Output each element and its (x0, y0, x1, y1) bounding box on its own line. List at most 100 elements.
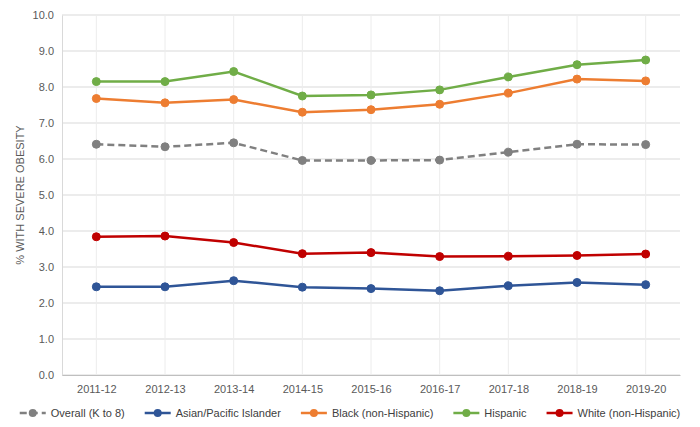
legend-marker (556, 409, 564, 417)
x-tick: 2018-19 (557, 375, 597, 395)
series-marker (92, 95, 100, 103)
y-axis: 0.0 1.0 2.0 3.0 4.0 5.0 6.0 7.0 8.0 9.0 10.0 (33, 9, 63, 381)
x-axis: 2011-12 2012-13 2013-14 2014-15 2015-16 2016-… (63, 375, 681, 395)
y-tick: 2.0 (39, 297, 62, 309)
series-marker (298, 92, 306, 100)
series-marker (436, 86, 444, 94)
x-tick-label: 2012-13 (145, 383, 185, 395)
series-marker (367, 156, 375, 164)
y-tick: 1.0 (39, 333, 62, 345)
x-tick-label: 2017-18 (489, 383, 529, 395)
legend-label: Asian/Pacific Islander (176, 407, 281, 419)
grid (62, 15, 680, 375)
series-marker (642, 141, 650, 149)
series-marker (230, 139, 238, 147)
x-tick-label: 2015-16 (351, 383, 391, 395)
y-tick: 7.0 (39, 117, 62, 129)
series-marker (298, 250, 306, 258)
y-tick: 5.0 (39, 189, 62, 201)
y-tick-label: 6.0 (39, 153, 54, 165)
series-marker (436, 156, 444, 164)
series-marker (642, 56, 650, 64)
x-tick: 2012-13 (145, 375, 185, 395)
y-tick: 10.0 (33, 9, 62, 21)
series-marker (230, 277, 238, 285)
y-tick: 4.0 (39, 225, 62, 237)
series-marker (161, 143, 169, 151)
y-tick-label: 8.0 (39, 81, 54, 93)
x-tick-label: 2018-19 (557, 383, 597, 395)
series-marker (642, 250, 650, 258)
series-marker (642, 77, 650, 85)
x-tick: 2016-17 (420, 375, 460, 395)
y-tick-label: 3.0 (39, 261, 54, 273)
y-tick: 0.0 (39, 369, 62, 381)
y-tick-label: 4.0 (39, 225, 54, 237)
series-marker (436, 100, 444, 108)
y-tick-label: 10.0 (33, 9, 54, 21)
series-marker (573, 278, 581, 286)
series-marker (573, 61, 581, 69)
x-tick: 2015-16 (351, 375, 391, 395)
y-tick: 9.0 (39, 45, 62, 57)
series-marker (230, 68, 238, 76)
y-tick-label: 0.0 (39, 369, 54, 381)
plot-area (92, 56, 649, 295)
series-marker (436, 253, 444, 261)
series-marker (298, 108, 306, 116)
series-marker (642, 281, 650, 289)
series-marker (436, 287, 444, 295)
series-marker (161, 283, 169, 291)
series-marker (298, 156, 306, 164)
legend-marker (310, 409, 318, 417)
x-axis-line (63, 375, 681, 376)
series-marker (92, 78, 100, 86)
grid-line-x (302, 15, 303, 375)
legend-item: White (non-Hispanic) (547, 407, 681, 419)
grid-line-x (508, 15, 509, 375)
series-marker (367, 249, 375, 257)
legend-item: Hispanic (453, 407, 527, 419)
series-marker (573, 75, 581, 83)
y-tick: 3.0 (39, 261, 62, 273)
y-tick-label: 9.0 (39, 45, 54, 57)
series-marker (504, 282, 512, 290)
series-marker (161, 232, 169, 240)
grid-line-x (645, 15, 646, 375)
x-tick-label: 2011-12 (77, 383, 117, 395)
series-marker (573, 251, 581, 259)
y-axis-line (62, 16, 63, 376)
x-tick: 2011-12 (77, 375, 117, 395)
x-tick: 2013-14 (214, 375, 254, 395)
y-axis-title: % WITH SEVERE OBESITY (14, 125, 26, 265)
legend-label: Hispanic (484, 407, 527, 419)
legend-label: White (non-Hispanic) (578, 407, 681, 419)
y-tick-label: 1.0 (39, 333, 54, 345)
series-marker (504, 148, 512, 156)
legend-item: Black (non-Hispanic) (301, 407, 433, 419)
x-tick: 2017-18 (489, 375, 529, 395)
grid-line-x (96, 15, 97, 375)
legend-item: Overall (K to 8) (20, 407, 125, 419)
legend: Overall (K to 8) Asian/Pacific Islander Bl… (20, 407, 681, 419)
y-tick: 6.0 (39, 153, 62, 165)
series-marker (92, 283, 100, 291)
x-tick-label: 2019-20 (626, 383, 666, 395)
y-tick-label: 7.0 (39, 117, 54, 129)
series-marker (367, 285, 375, 293)
legend-marker (29, 409, 37, 417)
x-tick: 2019-20 (626, 375, 666, 395)
x-tick-label: 2014-15 (283, 383, 323, 395)
grid-line-x (439, 15, 440, 375)
x-tick: 2014-15 (283, 375, 323, 395)
series-marker (230, 239, 238, 247)
series-marker (161, 78, 169, 86)
legend-label: Black (non-Hispanic) (332, 407, 433, 419)
grid-line-x (165, 15, 166, 375)
series-marker (504, 252, 512, 260)
legend-item: Asian/Pacific Islander (145, 407, 281, 419)
series-marker (298, 283, 306, 291)
y-tick-label: 5.0 (39, 189, 54, 201)
series-marker (504, 89, 512, 97)
legend-marker (154, 409, 162, 417)
